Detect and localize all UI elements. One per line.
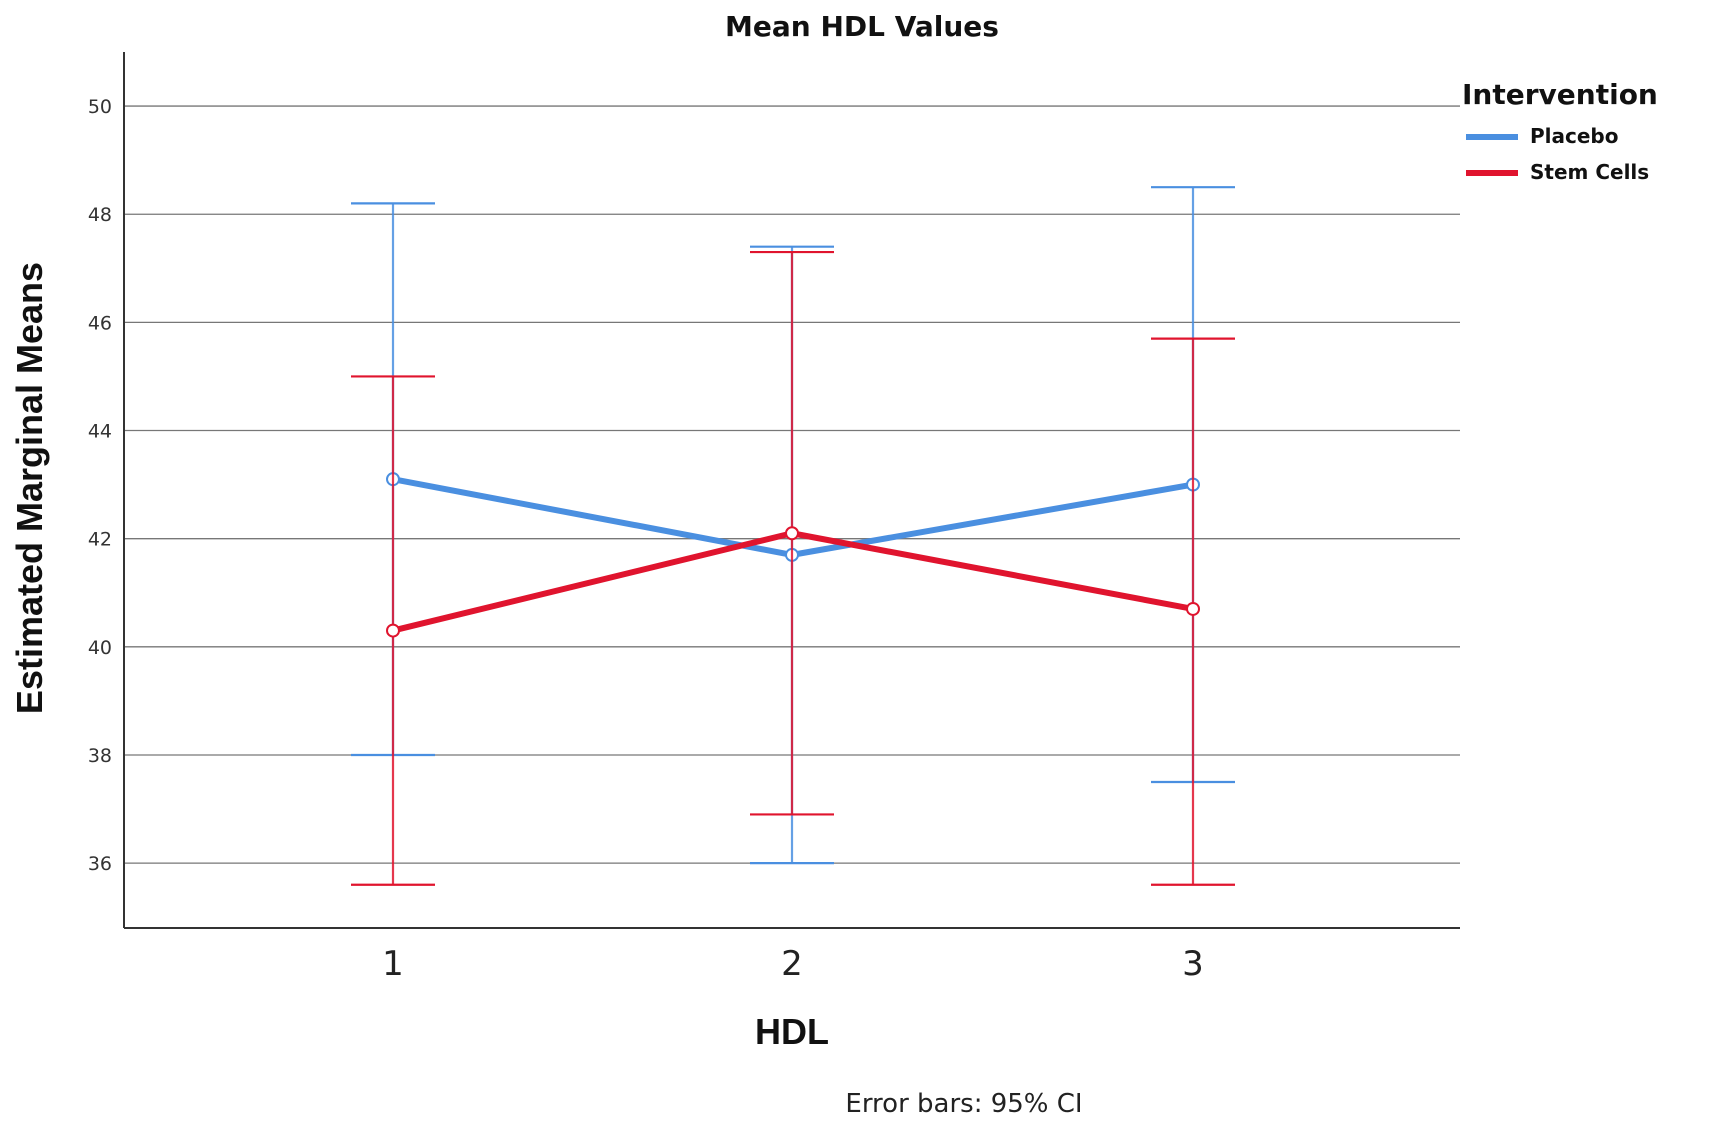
chart-title: Mean HDL Values (725, 10, 999, 43)
legend-title: Intervention (1462, 78, 1658, 111)
y-tick-label-50: 50 (88, 96, 112, 118)
y-tick-labels: 50 48 46 44 42 40 38 36 (88, 96, 112, 875)
point-stem-cells-2 (785, 526, 799, 541)
legend-label-stem-cells: Stem Cells (1530, 160, 1649, 184)
series-stem-cells (351, 250, 1235, 886)
axes (123, 52, 1460, 929)
y-tick-label-42: 42 (88, 529, 112, 551)
y-axis-label: Estimated Marginal Means (9, 262, 50, 714)
point-stem-cells-1 (386, 623, 400, 638)
y-tick-label-46: 46 (88, 312, 112, 334)
legend: Intervention Placebo Stem Cells (1462, 78, 1658, 184)
x-tick-label-2: 2 (781, 944, 803, 984)
series-marks (351, 186, 1235, 886)
y-tick-label-38: 38 (88, 745, 112, 767)
y-tick-label-36: 36 (88, 853, 112, 875)
point-stem-cells-3 (1186, 601, 1200, 616)
x-tick-label-1: 1 (382, 944, 404, 984)
y-tick-label-40: 40 (88, 637, 112, 659)
y-tick-label-44: 44 (88, 421, 112, 443)
x-axis-label: HDL (755, 1011, 829, 1052)
x-tick-label-3: 3 (1182, 944, 1204, 984)
x-tick-labels: 1 2 3 (382, 944, 1204, 984)
y-tick-label-48: 48 (88, 204, 112, 226)
legend-label-placebo: Placebo (1530, 124, 1619, 148)
error-bars-footnote: Error bars: 95% CI (845, 1089, 1082, 1119)
